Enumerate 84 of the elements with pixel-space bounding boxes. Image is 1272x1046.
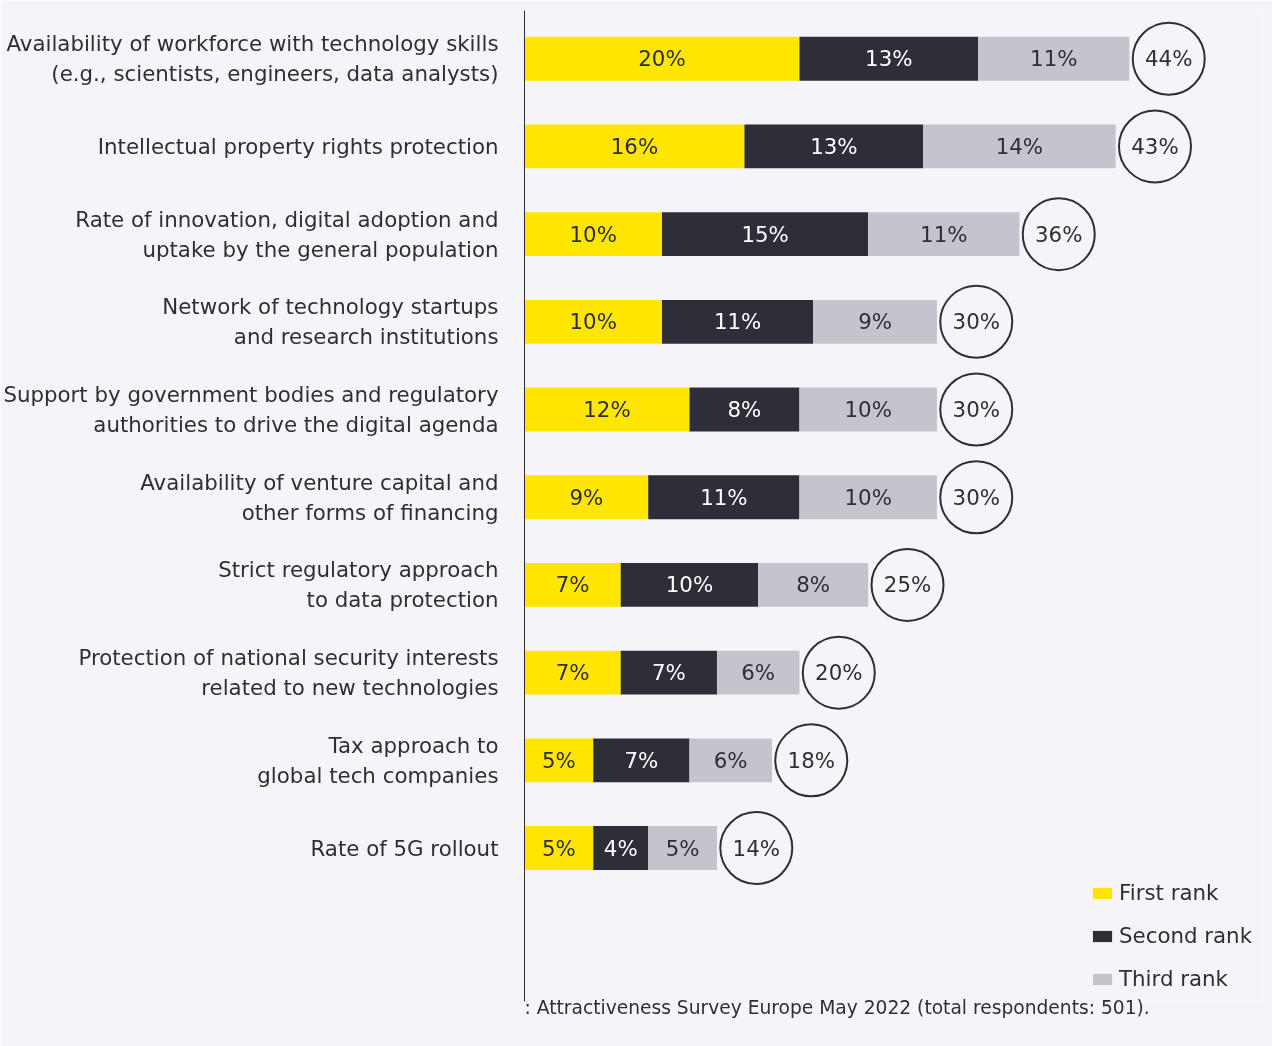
- data-label: 11%: [713, 309, 762, 335]
- data-label: 10%: [844, 484, 892, 510]
- bar: [923, 124, 1116, 169]
- data-label: 8%: [727, 397, 762, 423]
- bar: [620, 563, 759, 607]
- y-tick-label: Tax approach to global tech companies: [257, 732, 499, 788]
- data-label: 5%: [541, 835, 576, 861]
- total-label: 30%: [952, 397, 1000, 423]
- bar: [758, 563, 869, 607]
- legend-label: First rank: [1119, 880, 1219, 905]
- data-label: 6%: [713, 747, 748, 773]
- data-label: 5%: [541, 747, 576, 773]
- data-label: 7%: [555, 660, 590, 686]
- annotation: : Attractiveness Survey Europe May 2022 (total respondents: 501).: [524, 996, 1150, 1018]
- data-label: 6%: [741, 660, 776, 686]
- y-tick-label: Protection of national security interests related to new technologies: [78, 645, 499, 701]
- bar: [524, 563, 621, 607]
- bar: [524, 650, 621, 695]
- data-label: 7%: [651, 660, 686, 686]
- bar: [744, 124, 924, 169]
- data-label: 12%: [583, 397, 631, 423]
- data-label: 10%: [569, 309, 617, 335]
- bar: [868, 212, 1020, 257]
- data-label: 10%: [665, 572, 714, 598]
- bar: [799, 475, 937, 520]
- bar: [648, 826, 717, 870]
- data-label: 4%: [603, 835, 638, 861]
- data-label: 11%: [920, 221, 968, 247]
- bar: [689, 387, 800, 432]
- legend-label: Third rank: [1119, 966, 1228, 991]
- bar: [661, 212, 869, 257]
- bar: [524, 738, 594, 783]
- data-label: 5%: [665, 835, 700, 861]
- data-label: 7%: [624, 747, 659, 773]
- bar: [524, 387, 690, 432]
- data-label: 10%: [844, 397, 892, 423]
- data-label: 11%: [700, 484, 748, 510]
- bar: [524, 299, 662, 344]
- bar: [689, 738, 772, 783]
- total-label: 14%: [732, 835, 780, 861]
- data-label: 20%: [638, 46, 686, 72]
- total-label: 25%: [883, 572, 932, 598]
- bar: [524, 826, 594, 870]
- y-tick-label: Support by government bodies and regulatory authorities to drive the digital agenda: [3, 382, 499, 438]
- y-tick-label: Rate of innovation, digital adoption and uptake by the general population: [75, 206, 499, 262]
- data-label: 15%: [741, 221, 789, 247]
- data-label: 13%: [810, 133, 858, 159]
- y-tick-label: Network of technology startups and research institutions: [162, 294, 499, 350]
- bar: [524, 212, 662, 257]
- total-label: 30%: [952, 309, 1000, 335]
- data-label: 10%: [569, 221, 617, 247]
- data-label: 8%: [796, 572, 831, 598]
- bar: [813, 299, 937, 344]
- data-label: 14%: [995, 133, 1044, 159]
- data-label: 13%: [865, 46, 913, 72]
- y-tick-label: Availability of workforce with technology skills (e.g., scientists, engineers, data analysts): [6, 31, 499, 87]
- total-label: 36%: [1035, 221, 1083, 247]
- total-label: 30%: [952, 484, 1000, 510]
- total-label: 43%: [1131, 133, 1179, 159]
- total-label: 18%: [787, 747, 835, 773]
- bar: [593, 738, 690, 783]
- bar: [978, 36, 1130, 81]
- bar: [524, 36, 800, 81]
- bar: [620, 650, 717, 695]
- y-tick-label: Rate of 5G rollout: [310, 835, 499, 861]
- y-tick-label: Intellectual property rights protection: [97, 133, 499, 159]
- legend-label: Second rank: [1119, 923, 1252, 948]
- data-label: 16%: [610, 133, 659, 159]
- bar: [716, 650, 800, 695]
- bar: [799, 387, 937, 432]
- bar: [661, 299, 814, 344]
- bar: [648, 475, 800, 520]
- data-label: 11%: [1030, 46, 1078, 72]
- y-tick-label: Strict regulatory approach to data protection: [218, 557, 499, 613]
- bar: [593, 826, 649, 870]
- data-label: 9%: [858, 309, 892, 335]
- bar: [799, 36, 979, 81]
- bar: [524, 475, 649, 520]
- bar: [524, 124, 745, 169]
- data-label: 9%: [569, 484, 604, 510]
- data-label: 7%: [555, 572, 590, 598]
- y-tick-label: Availability of venture capital and other forms of financing: [140, 469, 499, 525]
- total-label: 44%: [1145, 46, 1193, 72]
- total-label: 20%: [815, 660, 863, 686]
